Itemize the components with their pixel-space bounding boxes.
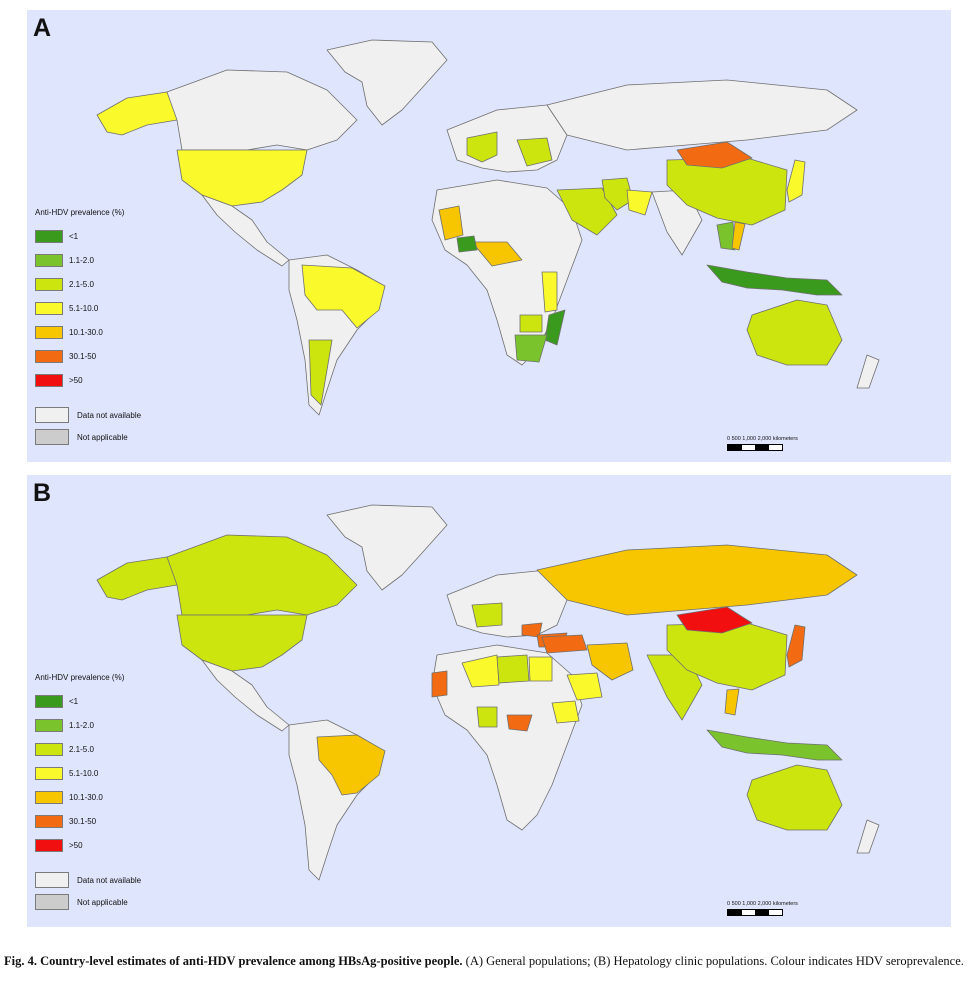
legend-swatch — [35, 838, 63, 852]
scale-bar-a: 0 500 1,000 2,000 kilometers — [727, 436, 847, 451]
caption-title: Fig. 4. Country-level estimates of anti-… — [4, 954, 463, 968]
scale-label: 0 500 1,000 2,000 kilometers — [727, 436, 798, 442]
scale-label: 0 500 1,000 2,000 kilometers — [727, 901, 798, 907]
scale-bar-b: 0 500 1,000 2,000 kilometers — [727, 901, 847, 916]
legend-item: 5.1-10.0 — [35, 296, 205, 320]
legend-item: 10.1-30.0 — [35, 320, 205, 344]
legend-swatch — [35, 790, 63, 804]
legend-b: Anti-HDV prevalence (%) <1 1.1-2.0 2.1-5.0… — [35, 673, 205, 913]
legend-swatch — [35, 325, 63, 339]
panel-label-a: A — [33, 14, 52, 42]
legend-swatch — [35, 694, 63, 708]
legend-item: <1 — [35, 689, 205, 713]
world-map-a — [96, 39, 880, 416]
legend-swatch — [35, 718, 63, 732]
legend-label: Not applicable — [77, 897, 128, 907]
legend-swatch — [35, 742, 63, 756]
world-map-b — [96, 504, 880, 881]
legend-label: 10.1-30.0 — [69, 792, 103, 802]
legend-swatch — [35, 277, 63, 291]
legend-label: 30.1-50 — [69, 816, 97, 826]
legend-swatch — [35, 229, 63, 243]
legend-item: 10.1-30.0 — [35, 785, 205, 809]
legend-item: >50 — [35, 368, 205, 392]
legend-item: >50 — [35, 833, 205, 857]
legend-label: >50 — [69, 840, 83, 850]
legend-label: 5.1-10.0 — [69, 303, 99, 313]
legend-a: Anti-HDV prevalence (%) <1 1.1-2.0 2.1-5.0… — [35, 208, 205, 448]
caption-text: (A) General populations; (B) Hepatology … — [462, 954, 964, 968]
legend-label: 1.1-2.0 — [69, 720, 94, 730]
legend-swatch — [35, 766, 63, 780]
legend-na: Data not available Not applicable — [35, 869, 205, 913]
panel-label-b: B — [33, 479, 52, 507]
legend-item: 30.1-50 — [35, 344, 205, 368]
legend-item: 30.1-50 — [35, 809, 205, 833]
legend-item: 1.1-2.0 — [35, 713, 205, 737]
map-panel-a: A Anti-HDV prevalence (%) <1 1.1-2.0 2.1-5… — [27, 10, 951, 462]
legend-swatch — [35, 373, 63, 387]
legend-label: Not applicable — [77, 432, 128, 442]
legend-label: 1.1-2.0 — [69, 255, 94, 265]
legend-label: 5.1-10.0 — [69, 768, 99, 778]
legend-items: <1 1.1-2.0 2.1-5.0 5.1-10.0 10.1-30.0 30.1-50… — [35, 689, 205, 857]
legend-item: <1 — [35, 224, 205, 248]
scale-graphic — [727, 909, 783, 916]
figure-caption: Fig. 4. Country-level estimates of anti-… — [4, 954, 969, 969]
legend-item: Data not available — [35, 869, 205, 891]
legend-label: 30.1-50 — [69, 351, 97, 361]
legend-label: 10.1-30.0 — [69, 327, 103, 337]
legend-item: 2.1-5.0 — [35, 272, 205, 296]
map-panel-b: B Anti-HDV prevalence (%) <1 1.1-2.0 2.1-5… — [27, 475, 951, 927]
legend-swatch — [35, 894, 69, 910]
legend-swatch — [35, 301, 63, 315]
legend-swatch — [35, 429, 69, 445]
legend-label: 2.1-5.0 — [69, 279, 94, 289]
legend-swatch — [35, 253, 63, 267]
legend-label: 2.1-5.0 — [69, 744, 94, 754]
scale-graphic — [727, 444, 783, 451]
legend-item: Not applicable — [35, 426, 205, 448]
legend-label: Data not available — [77, 875, 142, 885]
legend-swatch — [35, 407, 69, 423]
legend-na: Data not available Not applicable — [35, 404, 205, 448]
legend-swatch — [35, 814, 63, 828]
legend-item: 2.1-5.0 — [35, 737, 205, 761]
legend-swatch — [35, 349, 63, 363]
legend-title: Anti-HDV prevalence (%) — [35, 673, 125, 682]
legend-item: 5.1-10.0 — [35, 761, 205, 785]
legend-label: Data not available — [77, 410, 142, 420]
legend-item: Not applicable — [35, 891, 205, 913]
legend-item: 1.1-2.0 — [35, 248, 205, 272]
legend-label: <1 — [69, 696, 79, 706]
legend-swatch — [35, 872, 69, 888]
legend-items: <1 1.1-2.0 2.1-5.0 5.1-10.0 10.1-30.0 30.1-50… — [35, 224, 205, 392]
legend-label: <1 — [69, 231, 79, 241]
legend-label: >50 — [69, 375, 83, 385]
legend-item: Data not available — [35, 404, 205, 426]
legend-title: Anti-HDV prevalence (%) — [35, 208, 125, 217]
